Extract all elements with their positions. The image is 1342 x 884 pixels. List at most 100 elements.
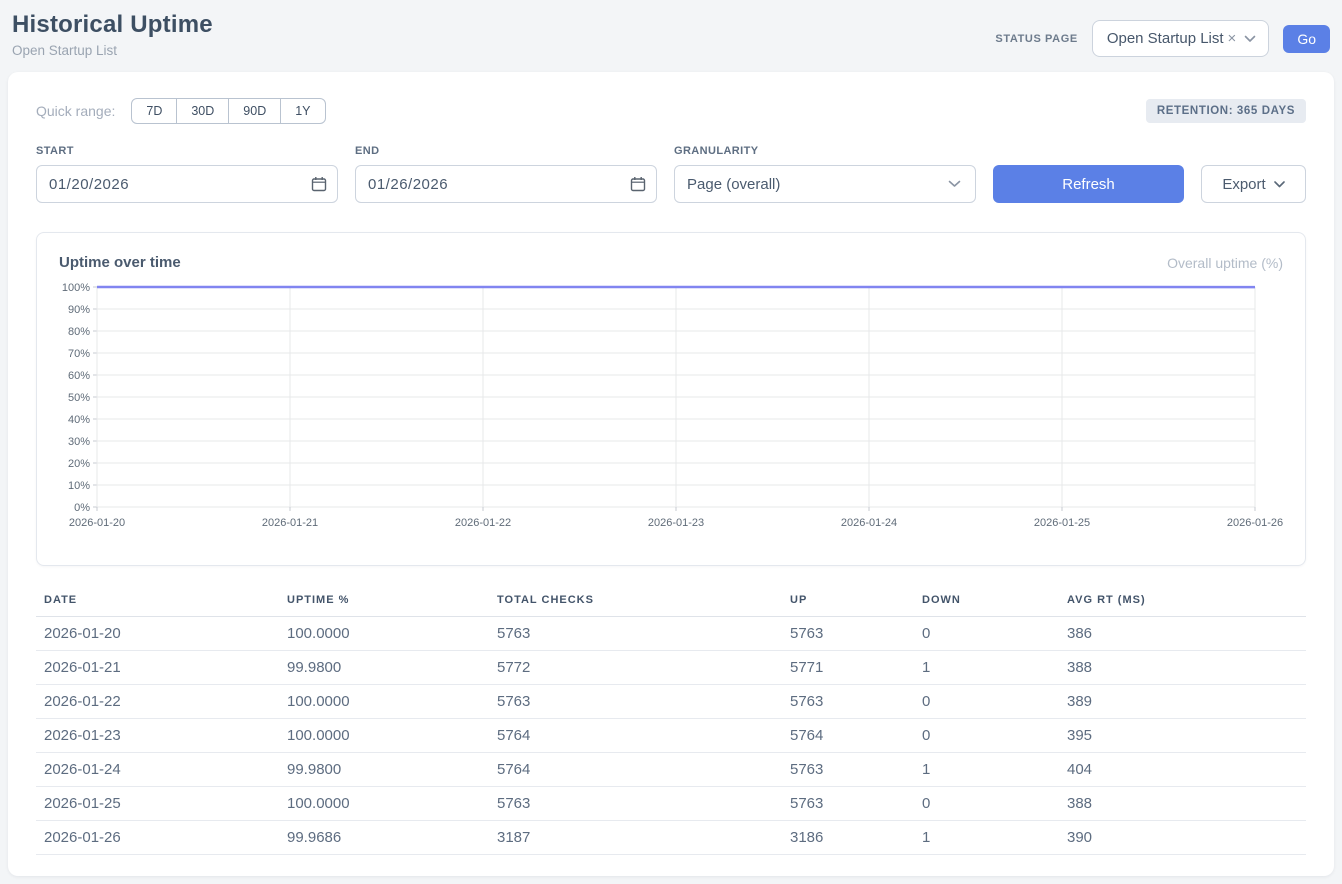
table-cell: 1 [914, 651, 1059, 685]
table-cell: 2026-01-23 [36, 719, 279, 753]
table-cell: 2026-01-20 [36, 617, 279, 651]
table-cell: 0 [914, 685, 1059, 719]
page-subtitle: Open Startup List [12, 43, 213, 58]
table-cell: 5772 [489, 651, 782, 685]
table-row: 2026-01-2499.9800576457631404 [36, 753, 1306, 787]
table-cell: 5764 [489, 719, 782, 753]
uptime-chart-card: Uptime over time Overall uptime (%) 0% 10… [36, 232, 1306, 566]
svg-text:20%: 20% [68, 458, 90, 470]
chevron-down-icon [1244, 35, 1256, 43]
title-block: Historical Uptime Open Startup List [12, 11, 213, 58]
svg-text:50%: 50% [68, 392, 90, 404]
chevron-down-icon [948, 180, 961, 188]
export-button[interactable]: Export [1201, 165, 1306, 203]
quick-range-label: Quick range: [36, 103, 115, 119]
status-page-label: STATUS PAGE [995, 33, 1077, 45]
header-right: STATUS PAGE Open Startup List × Go [995, 20, 1330, 57]
start-label: START [36, 145, 338, 157]
quick-range-row: Quick range: 7D30D90D1Y RETENTION: 365 D… [36, 98, 1306, 124]
svg-text:2026-01-21: 2026-01-21 [262, 517, 318, 529]
table-cell: 5763 [489, 617, 782, 651]
quick-range-1y-button[interactable]: 1Y [280, 98, 325, 124]
quick-range-7d-button[interactable]: 7D [131, 98, 177, 124]
column-header: UPTIME % [279, 590, 489, 617]
end-field: END [355, 145, 657, 203]
svg-text:100%: 100% [62, 282, 90, 294]
svg-text:2026-01-20: 2026-01-20 [69, 517, 125, 529]
status-page-select[interactable]: Open Startup List × [1092, 20, 1270, 57]
table-cell: 389 [1059, 685, 1306, 719]
svg-text:40%: 40% [68, 414, 90, 426]
svg-text:30%: 30% [68, 436, 90, 448]
chart-header: Uptime over time Overall uptime (%) [59, 254, 1283, 271]
quick-range-group: 7D30D90D1Y [131, 98, 325, 124]
table-cell: 0 [914, 617, 1059, 651]
uptime-chart: 0% 10% 20% 30% 40% 50% 60% 70% 80% 90% 100% 2026-01… [59, 281, 1289, 535]
quick-range-90d-button[interactable]: 90D [228, 98, 281, 124]
table-cell: 2026-01-25 [36, 787, 279, 821]
svg-text:0%: 0% [74, 502, 90, 514]
table-cell: 2026-01-21 [36, 651, 279, 685]
table-cell: 404 [1059, 753, 1306, 787]
table-cell: 1 [914, 821, 1059, 855]
table-cell: 0 [914, 787, 1059, 821]
table-cell: 5764 [782, 719, 914, 753]
table-cell: 100.0000 [279, 787, 489, 821]
svg-text:80%: 80% [68, 326, 90, 338]
table-cell: 5763 [489, 685, 782, 719]
svg-text:90%: 90% [68, 304, 90, 316]
table-cell: 5763 [782, 787, 914, 821]
table-cell: 390 [1059, 821, 1306, 855]
table-row: 2026-01-23100.0000576457640395 [36, 719, 1306, 753]
table-row: 2026-01-22100.0000576357630389 [36, 685, 1306, 719]
export-label: Export [1222, 176, 1265, 193]
granularity-value: Page (overall) [687, 176, 780, 193]
table-cell: 100.0000 [279, 685, 489, 719]
table-cell: 5764 [489, 753, 782, 787]
table-cell: 1 [914, 753, 1059, 787]
table-row: 2026-01-25100.0000576357630388 [36, 787, 1306, 821]
svg-text:2026-01-26: 2026-01-26 [1227, 517, 1283, 529]
table-cell: 388 [1059, 787, 1306, 821]
status-page-value: Open Startup List [1107, 30, 1224, 47]
column-header: TOTAL CHECKS [489, 590, 782, 617]
table-cell: 3187 [489, 821, 782, 855]
go-button[interactable]: Go [1283, 25, 1330, 53]
table-cell: 5763 [782, 753, 914, 787]
main-card: Quick range: 7D30D90D1Y RETENTION: 365 D… [8, 72, 1334, 876]
svg-text:2026-01-23: 2026-01-23 [648, 517, 704, 529]
table-body: 2026-01-20100.00005763576303862026-01-21… [36, 617, 1306, 855]
column-header: UP [782, 590, 914, 617]
table-cell: 99.9800 [279, 651, 489, 685]
uptime-table: DATEUPTIME %TOTAL CHECKSUPDOWNAVG RT (MS… [36, 590, 1306, 855]
column-header: DATE [36, 590, 279, 617]
column-header: DOWN [914, 590, 1059, 617]
table-row: 2026-01-2199.9800577257711388 [36, 651, 1306, 685]
table-cell: 386 [1059, 617, 1306, 651]
svg-text:60%: 60% [68, 370, 90, 382]
quick-range-30d-button[interactable]: 30D [176, 98, 229, 124]
start-field: START [36, 145, 338, 203]
start-input-wrap [36, 165, 338, 203]
end-date-input[interactable] [355, 165, 657, 203]
table-cell: 99.9686 [279, 821, 489, 855]
table-cell: 3186 [782, 821, 914, 855]
refresh-button[interactable]: Refresh [993, 165, 1184, 203]
column-header: AVG RT (MS) [1059, 590, 1306, 617]
table-cell: 5771 [782, 651, 914, 685]
granularity-select[interactable]: Page (overall) [674, 165, 976, 203]
table-row: 2026-01-20100.0000576357630386 [36, 617, 1306, 651]
page-title: Historical Uptime [12, 11, 213, 39]
page-header: Historical Uptime Open Startup List STAT… [0, 0, 1342, 72]
granularity-field: GRANULARITY Page (overall) [674, 145, 976, 203]
table-cell: 5763 [782, 617, 914, 651]
svg-text:2026-01-25: 2026-01-25 [1034, 517, 1090, 529]
svg-text:10%: 10% [68, 480, 90, 492]
start-date-input[interactable] [36, 165, 338, 203]
svg-text:70%: 70% [68, 348, 90, 360]
chart-legend: Overall uptime (%) [1167, 255, 1283, 271]
clear-icon[interactable]: × [1228, 30, 1237, 47]
calendar-icon[interactable] [630, 176, 646, 192]
table-cell: 0 [914, 719, 1059, 753]
calendar-icon[interactable] [311, 176, 327, 192]
